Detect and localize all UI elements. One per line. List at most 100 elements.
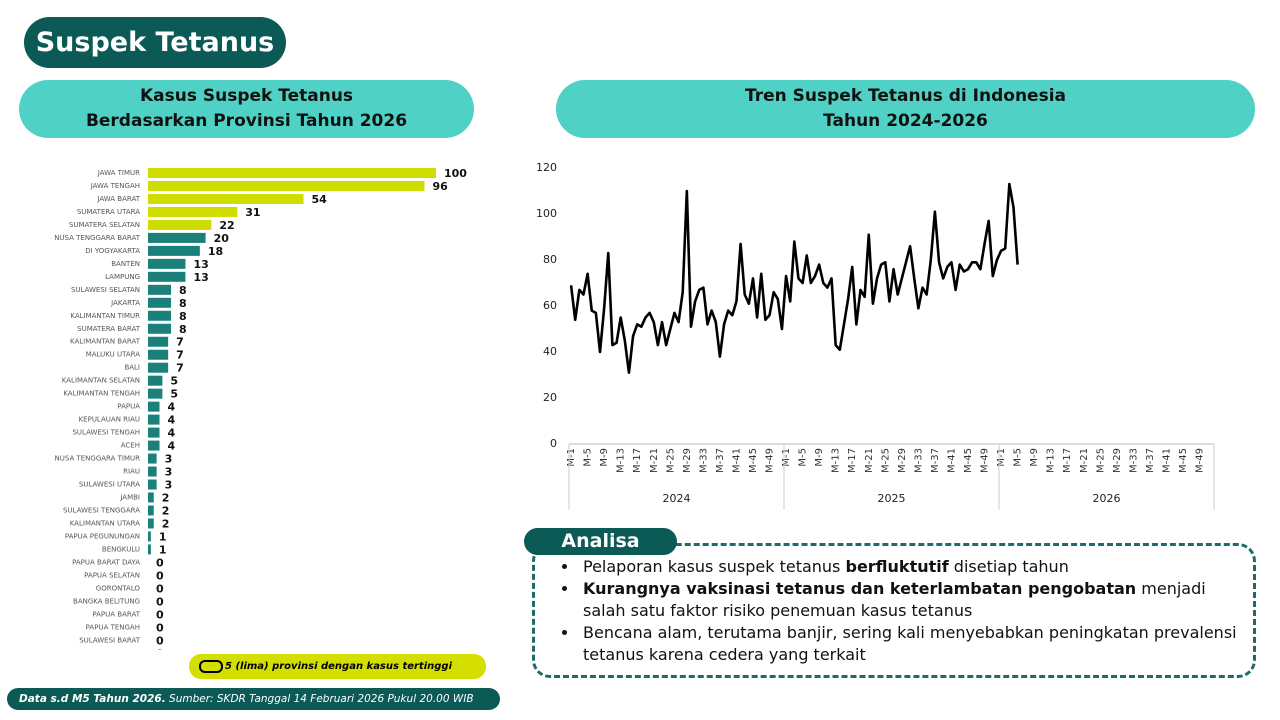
y-tick-label: 60 [543, 299, 557, 312]
y-tick-label: SULAWESI TENGAH [72, 429, 140, 437]
chart-title: Tren Suspek Tetanus di Indonesia [745, 86, 1066, 106]
y-tick-label: JAWA TENGAH [90, 182, 140, 190]
bar [148, 349, 169, 360]
x-tick-label: M-13 [616, 448, 627, 473]
data-label: 0 [156, 608, 164, 621]
x-tick-label: M-17 [632, 448, 643, 473]
footer: Data s.d M5 Tahun 2026. Sumber: SKDR Tan… [7, 688, 500, 710]
x-tick-label: M-9 [814, 448, 825, 467]
bar [148, 193, 304, 204]
analysis-text: berfluktutif [845, 557, 949, 576]
bar [148, 336, 169, 347]
data-label: 22 [219, 219, 234, 232]
x-tick-label: M-21 [649, 448, 660, 473]
y-tick-label: NUSA TENGGARA BARAT [54, 234, 141, 242]
x-tick-label: M-33 [913, 448, 924, 473]
y-tick-label: BENGKULU [102, 545, 140, 553]
y-tick-label: PAPUA BARAT [92, 610, 140, 618]
legend-label: 5 (lima) provinsi dengan kasus tertinggi [225, 661, 453, 672]
page-title: Suspek Tetanus [24, 17, 286, 68]
data-label: 54 [312, 193, 328, 206]
data-label: 13 [193, 258, 208, 271]
data-label: 20 [214, 232, 230, 245]
analysis-text: Bencana alam, terutama banjir, sering ka… [583, 623, 1237, 664]
bar [148, 258, 186, 269]
y-tick-label: 20 [543, 391, 557, 404]
group-label: 2025 [878, 492, 906, 505]
x-tick-label: M-13 [831, 448, 842, 473]
data-label: 4 [168, 414, 176, 427]
footer-text: Data s.d M5 Tahun 2026. [19, 693, 166, 705]
bar [148, 440, 160, 451]
bar [148, 388, 163, 399]
bar [148, 323, 172, 334]
analysis-item: Pelaporan kasus suspek tetanus berfluktu… [579, 556, 1253, 578]
y-tick-label: JAMBI [119, 494, 140, 502]
bar [148, 427, 160, 438]
y-tick-label: PAPUA PEGUNUNGAN [65, 532, 140, 540]
line-chart: 0 20 40 60 80 100 120 M-1 M-5 M-9 M-13 M-17 M-21 M-25… [536, 161, 1215, 510]
bar [148, 505, 154, 516]
analysis-item: Bencana alam, terutama banjir, sering ka… [579, 622, 1253, 666]
bar [148, 310, 172, 321]
data-label: 100 [444, 167, 467, 180]
data-label: 1 [159, 543, 167, 556]
data-label: 5 [170, 388, 178, 401]
analysis-list: Pelaporan kasus suspek tetanus berfluktu… [535, 556, 1253, 666]
y-tick-label: PAPUA [117, 403, 140, 411]
y-tick-label: SUMATERA UTARA [77, 208, 140, 216]
bar [148, 271, 186, 282]
y-tick-label: SULAWESI BARAT [79, 636, 141, 644]
y-tick-label: GORONTALO [96, 584, 141, 592]
analysis-title: Analisa [524, 528, 677, 555]
data-label: 7 [176, 336, 184, 349]
bar [148, 401, 160, 412]
y-tick-label: 80 [543, 253, 557, 266]
analysis-text: disetiap tahun [948, 557, 1069, 576]
y-tick-label: SULAWESI UTARA [79, 481, 140, 489]
y-tick-label: 120 [536, 161, 557, 174]
y-tick-label: DI YOGYAKARTA [85, 247, 140, 255]
x-tick-label: M-41 [946, 448, 957, 473]
y-tick-label: BALI [124, 364, 140, 372]
x-tick-label: M-41 [731, 448, 742, 473]
bar [148, 232, 206, 243]
data-label: 18 [208, 245, 223, 258]
line-series [569, 182, 1019, 374]
x-tick-label: M-17 [847, 448, 858, 473]
x-tick-label: M-49 [765, 448, 776, 473]
analysis-text: Pelaporan kasus suspek tetanus [583, 557, 846, 576]
y-tick-label: BANTEN [111, 260, 140, 268]
bar [148, 414, 160, 425]
y-tick-label: PAPUA BARAT DAYA [72, 558, 140, 566]
x-tick-label: M-49 [1195, 448, 1206, 473]
data-label: 5 [170, 375, 178, 388]
x-tick-label: M-37 [715, 448, 726, 473]
bar [148, 479, 157, 490]
y-tick-label: JAWA TIMUR [97, 169, 140, 177]
data-label: 0 [156, 595, 164, 608]
chart-header: Kasus Suspek Tetanus Berdasarkan Provins… [19, 80, 474, 138]
group-label: 2024 [663, 492, 691, 505]
x-tick-label: M-1 [781, 448, 792, 467]
x-tick-label: M-5 [583, 448, 594, 467]
x-tick-label: M-29 [682, 448, 693, 473]
x-tick-label: M-21 [1079, 448, 1090, 473]
x-tick-label: M-5 [1013, 448, 1024, 467]
data-label: 3 [165, 479, 173, 492]
x-tick-label: M-1 [996, 448, 1007, 467]
data-label: 13 [193, 271, 208, 284]
x-tick-label: M-45 [963, 448, 974, 473]
data-label: 0 [156, 647, 164, 650]
data-label: 0 [156, 621, 164, 634]
data-label: 8 [179, 284, 187, 297]
y-tick-label: RIAU [123, 468, 140, 476]
chart-header: Tren Suspek Tetanus di Indonesia Tahun 2… [556, 80, 1255, 138]
x-tick-label: M-25 [1095, 448, 1106, 473]
data-label: 0 [156, 569, 164, 582]
x-tick-label: M-33 [1128, 448, 1139, 473]
data-label: 4 [168, 401, 176, 414]
legend: 5 (lima) provinsi dengan kasus tertinggi [189, 654, 486, 679]
